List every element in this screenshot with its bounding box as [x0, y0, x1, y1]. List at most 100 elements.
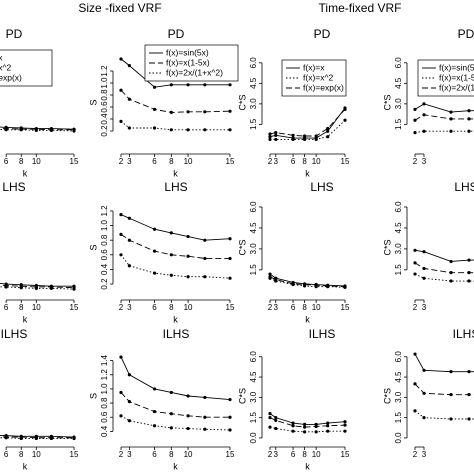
point — [152, 387, 157, 391]
point — [422, 113, 426, 117]
x-tick-label: 6 — [291, 450, 296, 459]
legend-label: f(x)=x(1-5x) — [166, 57, 210, 67]
legend-label: f(x)=2x/(1+x^2) — [166, 67, 223, 77]
y-tick-label: 4.5 — [249, 77, 258, 89]
point — [19, 436, 23, 441]
point — [186, 234, 190, 239]
point — [203, 256, 207, 261]
point — [186, 414, 190, 418]
point — [49, 286, 53, 291]
point — [291, 133, 295, 137]
y-tick-label: 1.5 — [394, 412, 403, 424]
point — [326, 129, 330, 133]
point — [413, 130, 417, 135]
y-tick-label: 6.0 — [394, 57, 403, 69]
column-header: Size -fixed VRF — [78, 1, 161, 15]
x-tick-label: 8 — [169, 157, 174, 166]
point — [467, 279, 471, 283]
y-tick-label: 0.8 — [100, 234, 109, 246]
x-tick-label: 10 — [32, 450, 41, 459]
y-tick-label: 0.4 — [100, 113, 109, 125]
point — [467, 271, 471, 275]
point — [19, 128, 23, 132]
point — [203, 238, 207, 242]
x-tick-label: 6 — [152, 303, 157, 312]
y-tick-label: 0.8 — [100, 397, 109, 409]
point — [314, 137, 318, 142]
point — [467, 258, 471, 262]
point — [186, 128, 190, 132]
x-axis-label: k — [173, 461, 178, 471]
point — [152, 249, 157, 253]
point — [228, 109, 232, 113]
y-tick-label: 0.8 — [100, 89, 109, 101]
y-tick-label: 4.5 — [394, 222, 403, 234]
point — [268, 416, 272, 420]
x-tick-label: 8 — [19, 157, 24, 166]
point — [467, 129, 471, 133]
y-axis-label: C*S — [237, 239, 247, 255]
x-tick-label: 6 — [152, 157, 157, 166]
x-tick-label: 2 — [413, 303, 418, 312]
point — [169, 253, 173, 257]
y-tick-label: 4.5 — [394, 77, 403, 89]
x-tick-label: 6 — [4, 303, 9, 312]
point — [303, 282, 307, 287]
point — [291, 424, 295, 428]
x-tick-label: 15 — [341, 157, 350, 166]
point — [343, 118, 347, 122]
point — [127, 97, 131, 101]
point — [152, 409, 157, 414]
x-tick-label: 8 — [19, 450, 24, 459]
x-tick-label: 6 — [4, 450, 9, 459]
point — [274, 137, 278, 142]
point — [274, 418, 278, 422]
y-tick-label: 6.0 — [249, 57, 258, 69]
panel-title: PD — [6, 27, 23, 41]
panel-title: LHS — [310, 180, 333, 194]
x-tick-label: 2 — [119, 450, 124, 459]
point — [343, 420, 347, 424]
point — [303, 137, 307, 142]
point — [413, 352, 417, 356]
y-tick-label: 6.0 — [249, 351, 258, 363]
y-tick-label: 0.4 — [100, 263, 109, 275]
point — [119, 232, 123, 236]
point — [186, 394, 190, 398]
point — [169, 110, 173, 114]
point — [119, 88, 123, 92]
x-tick-label: 15 — [226, 157, 235, 166]
x-tick-label: 3 — [422, 303, 427, 312]
y-tick-label: 1.5 — [394, 264, 403, 276]
y-tick-label: 3.0 — [249, 243, 258, 255]
point — [34, 436, 38, 441]
point — [203, 128, 207, 132]
point — [422, 250, 426, 254]
point — [303, 425, 307, 429]
point — [119, 119, 123, 123]
point — [268, 425, 272, 429]
legend-box — [0, 49, 53, 87]
x-tick-label: 8 — [302, 157, 307, 166]
point — [228, 83, 232, 87]
y-axis-label: S — [88, 99, 98, 105]
x-tick-label: 3 — [127, 450, 132, 459]
legend-label: f(x)=x^2 — [0, 62, 11, 72]
point — [343, 285, 347, 289]
point — [49, 436, 53, 441]
x-tick-label: 6 — [152, 450, 157, 459]
point — [127, 126, 131, 130]
point — [4, 285, 8, 289]
legend-label: f(x)=exp(x) — [0, 72, 22, 82]
x-tick-label: 6 — [291, 303, 296, 312]
point — [449, 279, 453, 283]
point — [303, 134, 307, 138]
legend-label: f(x)=exp(x) — [303, 82, 344, 92]
point — [34, 128, 38, 132]
x-tick-label: 15 — [70, 450, 79, 459]
point — [203, 110, 207, 114]
x-tick-label: 3 — [274, 303, 279, 312]
point — [413, 248, 417, 252]
panel-title: PD — [314, 27, 331, 41]
